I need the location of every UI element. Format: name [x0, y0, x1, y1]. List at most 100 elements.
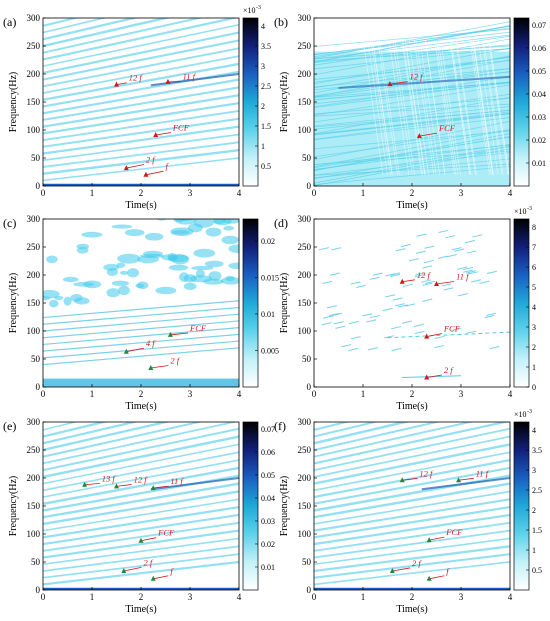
x-axis-label: Time(s)	[125, 604, 156, 615]
ridge-line	[457, 266, 468, 270]
ridge-line	[43, 133, 239, 162]
colorbar-tick-label: 7	[532, 243, 536, 252]
ridge-line	[314, 68, 510, 97]
y-tick-label: 300	[27, 417, 41, 427]
y-tick-label: 100	[298, 125, 312, 135]
ridge-line	[43, 320, 239, 339]
ridge-line	[489, 346, 500, 350]
annotation: 11 f	[150, 476, 184, 491]
ridge-line	[314, 152, 510, 176]
ridge-line	[314, 129, 510, 168]
plot-area	[43, 211, 239, 387]
ridge-line	[415, 250, 426, 254]
y-tick-label: 100	[298, 326, 312, 336]
x-tick-label: 2	[410, 389, 415, 399]
y-tick-label: 200	[27, 473, 41, 483]
annotation-marker	[148, 364, 154, 370]
energy-blob	[228, 262, 239, 270]
y-tick-label: 0	[307, 382, 312, 392]
annotation: 2 f	[148, 355, 181, 370]
annotation: 12 f	[114, 73, 143, 87]
y-tick-label: 0	[307, 585, 312, 595]
colorbar-gradient	[513, 421, 530, 591]
x-tick-label: 3	[459, 592, 464, 602]
texture-line	[408, 40, 429, 175]
y-tick-label: 300	[298, 417, 312, 427]
ridge-line	[423, 259, 434, 264]
annotation-arrow	[458, 477, 474, 481]
ridge-line	[471, 279, 482, 283]
energy-blob	[221, 235, 239, 245]
ridge-line	[328, 312, 339, 317]
energy-blob	[83, 280, 102, 289]
energy-blob	[81, 231, 103, 238]
x-tick-label: 0	[312, 592, 317, 602]
colorbar-tick-label: 0.01	[261, 310, 275, 319]
ridge-line	[43, 47, 239, 88]
ridge-line	[314, 553, 510, 579]
low-frequency-band	[43, 378, 239, 387]
ridge-line	[43, 333, 239, 352]
x-tick-label: 0	[41, 592, 46, 602]
annotation-label: 2 f	[146, 154, 156, 164]
texture-line	[440, 40, 461, 175]
ridge-line	[445, 235, 456, 239]
panel-label: (c)	[3, 216, 16, 230]
annotation-label: f	[170, 566, 174, 576]
ridge-line	[391, 326, 402, 330]
annotation-label: 2 f	[444, 365, 454, 375]
ridge-line	[43, 18, 108, 34]
ridge-line	[392, 297, 403, 301]
energy-blob	[74, 297, 90, 305]
ridge-line	[43, 157, 239, 182]
x-tick-label: 3	[188, 389, 193, 399]
panel-label: (f)	[274, 419, 286, 433]
colorbar-gradient	[513, 218, 530, 388]
annotation: 2 f	[389, 558, 422, 573]
ridge-line	[402, 283, 413, 287]
colorbar-tick-label: 0.5	[261, 162, 271, 171]
y-tick-label: 100	[298, 529, 312, 539]
ridge-line	[362, 313, 373, 317]
y-tick-label: 50	[31, 153, 41, 163]
annotation: f	[426, 566, 450, 581]
colorbar-tick-label: 0.5	[532, 566, 542, 575]
colorbar-tick-label: 4	[532, 303, 536, 312]
energy-blob	[203, 278, 224, 285]
ridge-line	[314, 120, 510, 161]
colorbar-tick-label: 0.005	[261, 346, 279, 355]
texture-line	[482, 40, 503, 175]
ridge-line	[422, 282, 433, 286]
panel-d: 0 1 2 3 4050100150200250300Time(s)Frequency(…	[274, 206, 536, 412]
ridge-line	[321, 322, 332, 326]
colorbar: 0.5 1 1.5 2 2.5 3 3.5 4 ×10 -3	[242, 5, 271, 187]
energy-blob	[212, 219, 226, 225]
energy-blob	[191, 265, 214, 271]
ridge-line	[43, 466, 239, 505]
colorbar-tick-label: 0	[532, 383, 536, 392]
ridge-line	[43, 435, 239, 479]
y-tick-label: 150	[298, 298, 312, 308]
y-tick-label: 250	[27, 242, 41, 252]
annotation-arrow	[426, 333, 442, 337]
ridge-line	[43, 513, 239, 546]
y-tick-label: 0	[307, 181, 312, 191]
annotation-label: f	[446, 566, 450, 576]
ridge-line	[43, 537, 239, 566]
x-tick-label: 0	[312, 188, 317, 198]
ridge-line	[314, 38, 510, 76]
ridge-line	[43, 31, 239, 74]
energy-blob	[43, 289, 60, 299]
ridge-line	[43, 55, 239, 94]
ridge-line	[472, 234, 483, 238]
annotation-label: f	[166, 161, 170, 171]
x-tick-label: 2	[139, 592, 144, 602]
texture-line	[377, 40, 398, 175]
y-tick-label: 250	[27, 445, 41, 455]
annotation-marker	[167, 331, 173, 337]
y-tick-label: 50	[302, 557, 312, 567]
energy-blob	[193, 211, 216, 219]
energy-blob	[161, 254, 179, 261]
y-tick-label: 200	[27, 69, 41, 79]
y-tick-label: 150	[27, 97, 41, 107]
